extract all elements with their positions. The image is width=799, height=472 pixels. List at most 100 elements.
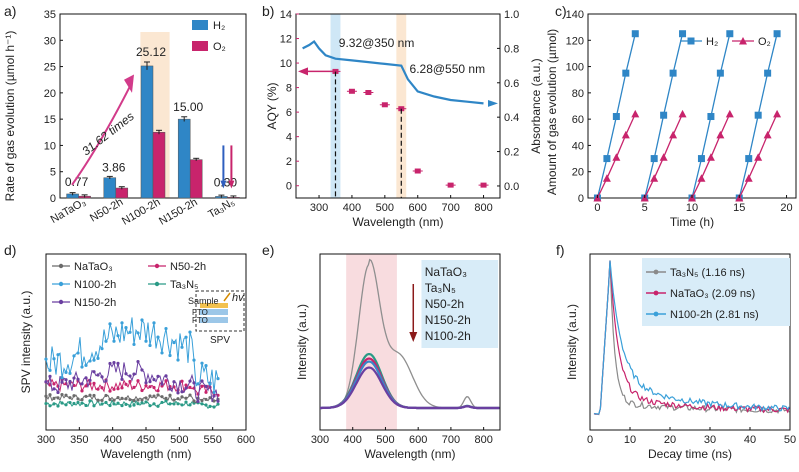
inset-fto — [200, 317, 228, 323]
spv-point — [76, 400, 80, 405]
spv-point — [204, 390, 208, 394]
legend-label: NaTaO₃ — [425, 265, 467, 279]
x-tick-label: 400 — [103, 434, 121, 446]
spv-point — [140, 318, 144, 322]
bar-o2 — [189, 159, 203, 199]
spv-point — [56, 390, 60, 395]
spv-point — [136, 402, 140, 406]
spv-point — [120, 396, 124, 400]
spv-point — [76, 351, 80, 355]
legend-box — [642, 258, 790, 326]
spv-point — [60, 380, 64, 384]
spv-point — [60, 392, 64, 397]
spv-point — [184, 335, 188, 339]
spv-point — [164, 399, 168, 403]
spv-point — [124, 372, 128, 376]
y-tick-label-left: 14 — [280, 9, 292, 21]
legend-marker — [58, 263, 64, 269]
spv-point — [164, 374, 168, 378]
y-tick-label: 20 — [572, 167, 584, 179]
spv-point — [188, 385, 192, 389]
spv-point — [96, 373, 100, 377]
y-tick-label: 140 — [566, 9, 584, 21]
x-tick-label: 300 — [311, 434, 329, 446]
o2-point — [706, 153, 715, 161]
spv-point — [176, 358, 180, 362]
spv-point — [112, 361, 116, 365]
x-tick-label: 40 — [744, 434, 756, 446]
plot-frame — [589, 253, 791, 431]
legend-label: N100-2h — [74, 279, 116, 291]
data-label: 25.12 — [136, 45, 166, 59]
spv-point — [128, 379, 132, 384]
y-axis-label: Rate of gas evolution (µmol h⁻¹) — [3, 31, 17, 202]
aqy-annotation: 6.28@550 nm — [410, 62, 486, 76]
spv-point — [204, 384, 208, 388]
y-tick-label-right: 1.0 — [504, 9, 519, 21]
data-label: 15.00 — [173, 100, 203, 114]
plot-frame — [295, 13, 501, 199]
spv-point — [200, 384, 204, 388]
y-tick-label: 10 — [44, 140, 56, 152]
spv-point — [156, 393, 160, 397]
legend-label: Ta₃N₅ — [425, 281, 456, 295]
x-category-label: N50-2h — [88, 196, 125, 224]
spv-point — [144, 384, 148, 388]
spv-point — [200, 379, 204, 383]
panel-e: e) NaTaO₃ Ta₃N₅ N50-2h N150-2h N100-2h 300 400 5… — [262, 242, 501, 461]
spv-point — [48, 393, 52, 397]
spv-point — [152, 385, 156, 390]
legend-label: H₂ — [706, 36, 718, 48]
x-tick-label: 10 — [624, 434, 636, 446]
spv-point — [76, 397, 80, 401]
legend-label: O₂ — [758, 36, 771, 48]
absorbance-curve — [302, 39, 484, 105]
x-category-label: N100-2h — [120, 196, 163, 227]
o2-point — [621, 130, 630, 139]
spv-point — [140, 388, 144, 393]
spv-point — [172, 340, 176, 345]
highlight-band — [396, 14, 407, 198]
y-tick-label-left: 2 — [286, 156, 292, 168]
spv-point — [180, 390, 184, 394]
o2-point — [631, 109, 640, 118]
spv-point — [140, 398, 144, 402]
legend-box — [421, 260, 498, 348]
spv-point — [44, 401, 48, 406]
legend-label: H₂ — [213, 20, 225, 32]
spv-point — [44, 380, 48, 384]
spv-point — [108, 389, 112, 393]
y-tick-label: 25 — [44, 62, 56, 74]
spv-point — [180, 403, 184, 407]
y-tick-label-left: 0 — [286, 181, 292, 193]
spv-point — [68, 400, 72, 405]
spv-point — [200, 402, 204, 406]
x-tick-label: 20 — [780, 202, 792, 214]
legend-marker — [653, 269, 659, 275]
x-tick-label: 30 — [704, 434, 716, 446]
spv-point — [72, 394, 76, 398]
x-tick-label: 400 — [344, 434, 362, 446]
spv-point — [64, 378, 68, 382]
spv-point — [80, 397, 84, 402]
x-tick-label: 700 — [441, 202, 459, 214]
spv-point — [212, 405, 216, 409]
y-tick-label-left: 8 — [286, 83, 292, 95]
spv-point — [52, 382, 56, 386]
spv-point — [172, 402, 176, 406]
spv-point — [84, 363, 88, 367]
spv-point — [168, 353, 172, 358]
y-tick-label: 20 — [44, 88, 56, 100]
o2-point — [716, 130, 725, 139]
legend-marker — [653, 311, 659, 317]
spv-point — [44, 394, 48, 398]
x-tick-label: 300 — [37, 434, 55, 446]
spv-point — [132, 385, 136, 389]
y-tick-label: 15 — [44, 114, 56, 126]
spv-point — [112, 387, 116, 391]
spv-point — [80, 401, 84, 405]
inset-fto-label: FTO — [192, 308, 208, 317]
spv-point — [104, 400, 108, 405]
legend-label: NaTaO₃ — [74, 261, 113, 273]
spv-point — [52, 402, 56, 406]
